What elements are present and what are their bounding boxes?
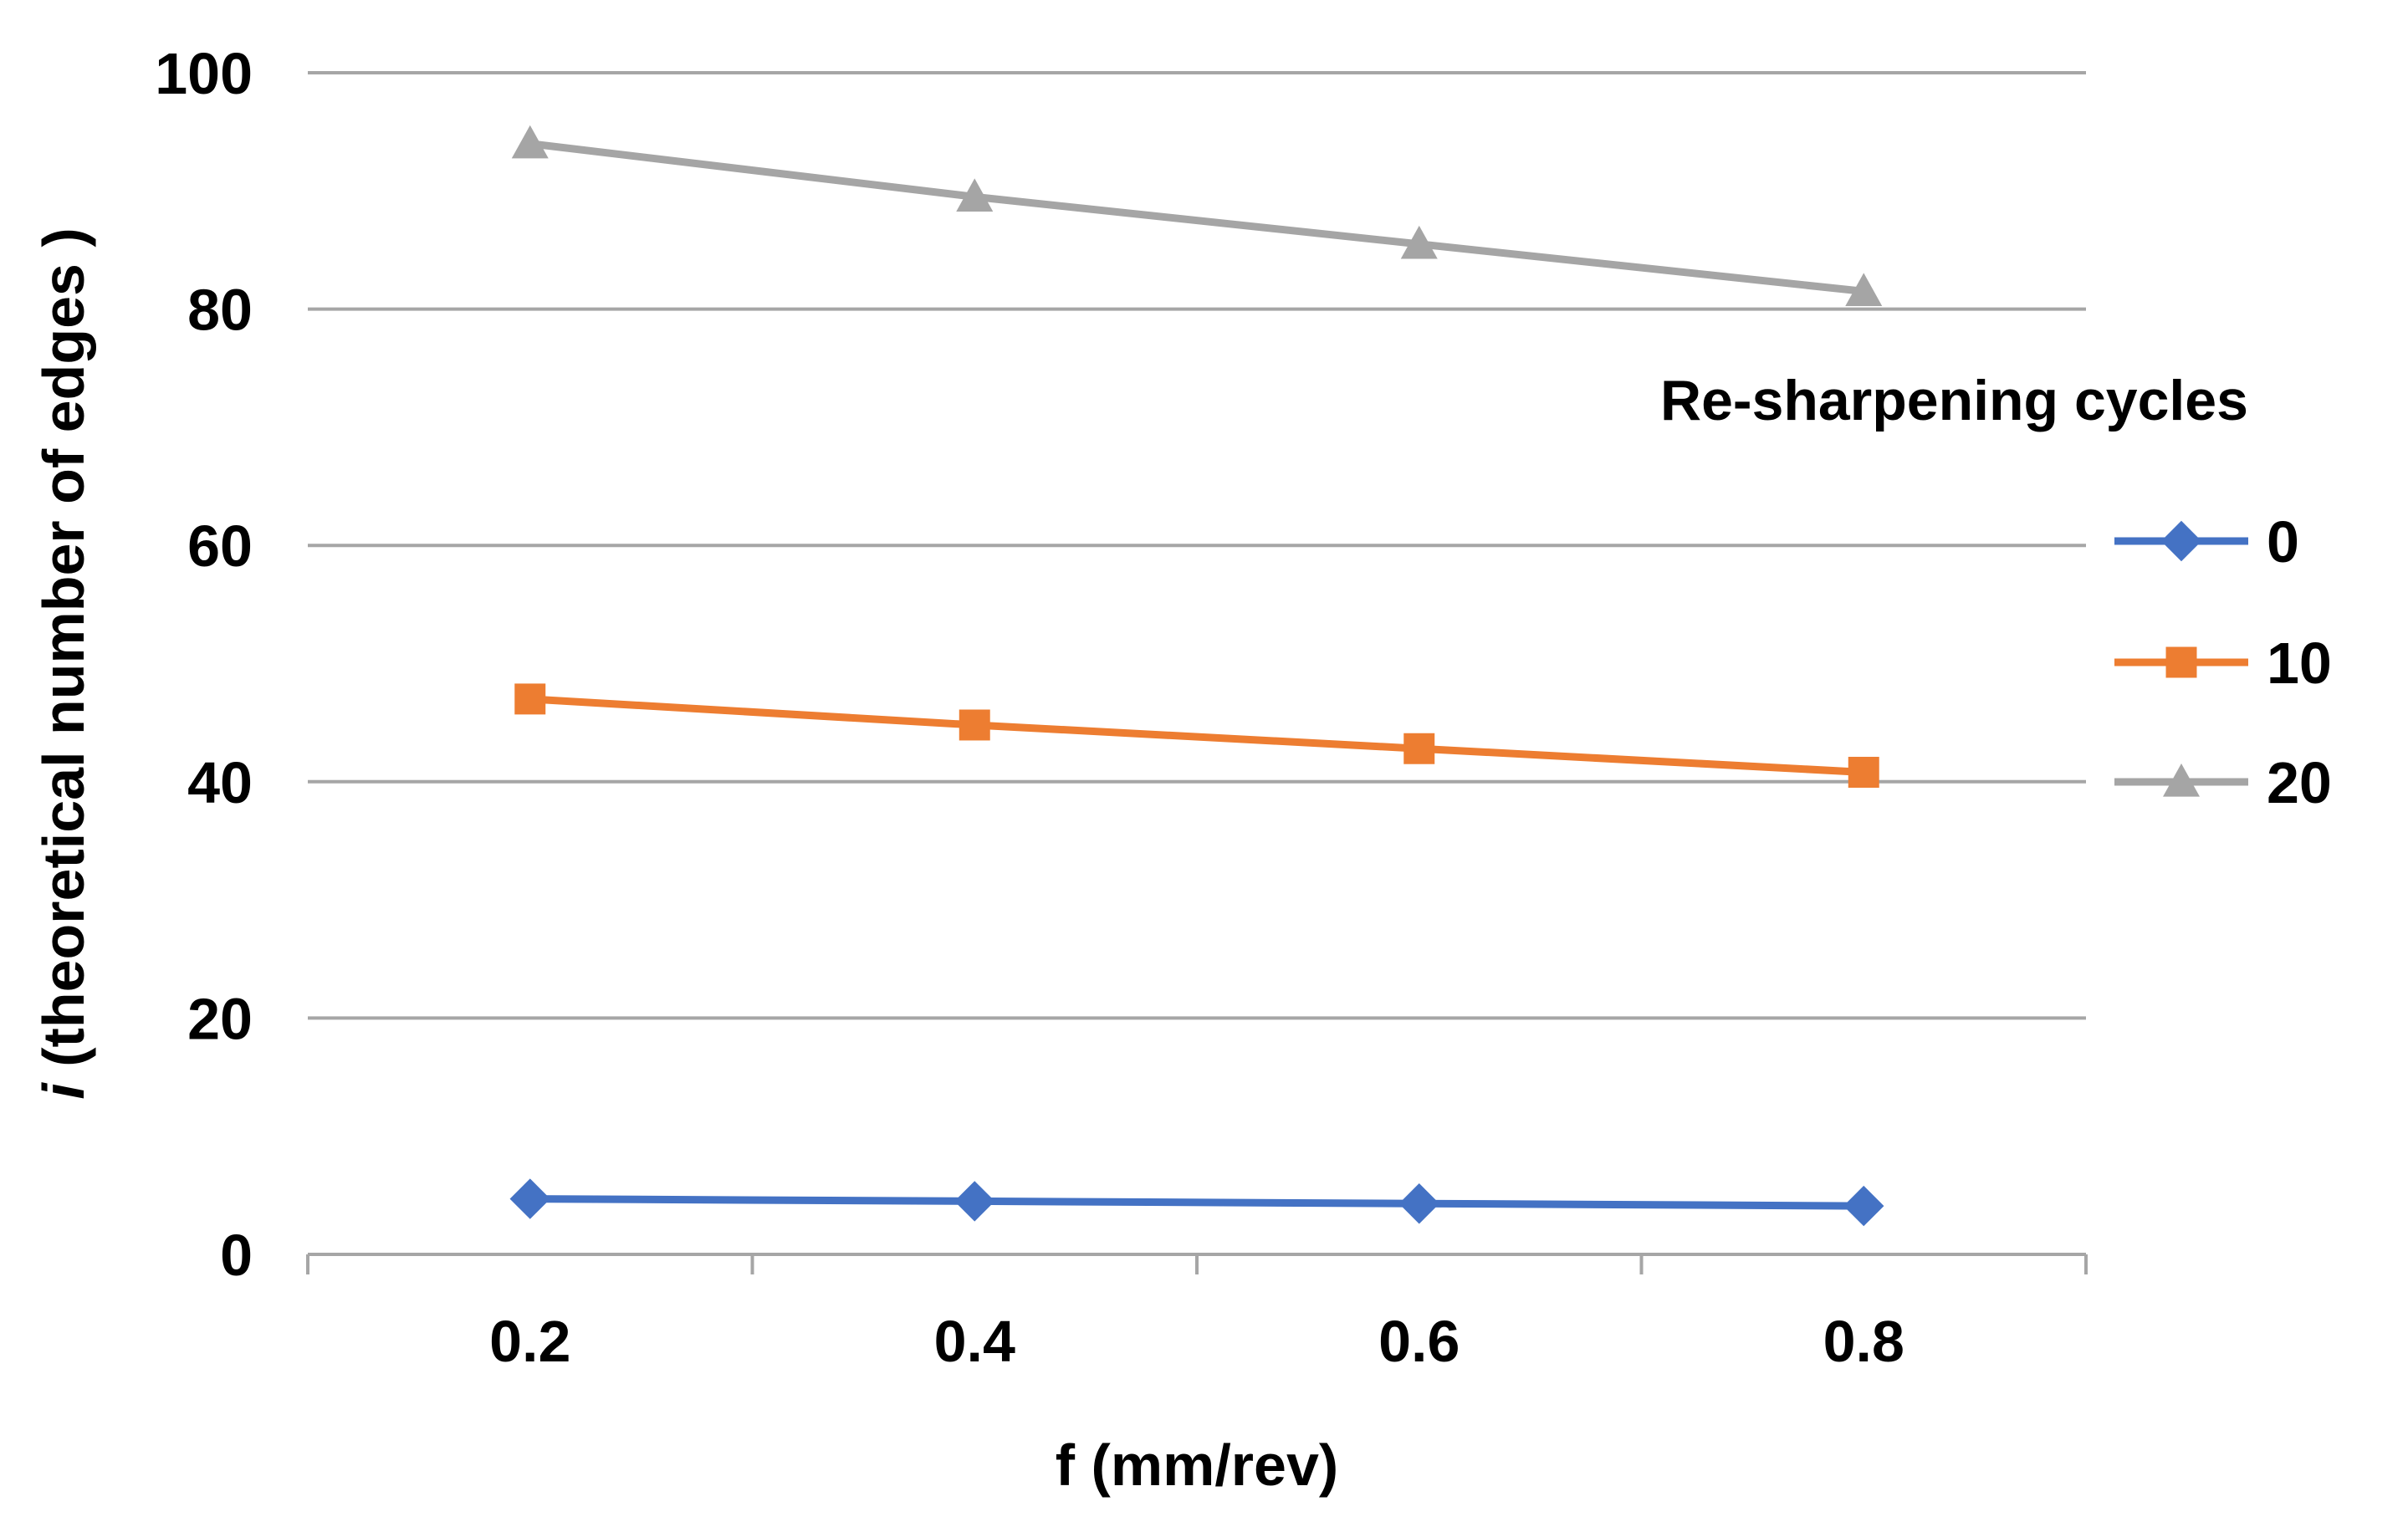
data-point-20-0.8 (1845, 273, 1883, 307)
legend-swatch-marker (2165, 646, 2197, 678)
data-point-10-0.6 (1403, 733, 1435, 764)
legend-label: 10 (2267, 631, 2332, 696)
data-point-20-0.4 (956, 178, 994, 212)
y-tick-label: 80 (187, 278, 253, 343)
legend-label: 20 (2267, 750, 2332, 815)
legend-item-0: 0 (2114, 509, 2299, 575)
data-point-0-0.6 (1398, 1183, 1439, 1224)
gridlines (308, 71, 2086, 1020)
series-line-20 (526, 140, 1868, 295)
y-axis-title-italic: i (31, 1082, 96, 1100)
y-tick-label: 40 (187, 750, 253, 815)
data-point-0-0.4 (954, 1181, 995, 1222)
y-axis-title: i (theoretical number of edges ) (31, 227, 96, 1099)
legend-item-20: 20 (2114, 750, 2332, 815)
data-point-0-0.2 (509, 1178, 550, 1219)
data-point-0-0.8 (1843, 1185, 1884, 1227)
axes (306, 1253, 2088, 1274)
y-tick-label: 0 (220, 1223, 253, 1288)
x-tick-labels: 0.2 0.4 0.6 0.8 (489, 1309, 1904, 1374)
y-tick-labels: 0 20 40 60 80 100 (155, 41, 253, 1288)
data-point-20-0.6 (1400, 225, 1438, 259)
legend-title: Re-sharpening cycles (1660, 369, 2248, 432)
data-point-10-0.8 (1848, 757, 1879, 788)
x-tick-label: 0.4 (934, 1309, 1015, 1374)
y-axis-title-rest: (theoretical number of edges ) (31, 227, 96, 1083)
series-lines (526, 140, 1868, 1210)
legend: 0 10 20 (2114, 509, 2332, 815)
x-tick-label: 0.6 (1378, 1309, 1460, 1374)
y-tick-label: 100 (155, 41, 253, 106)
series-line-10 (526, 695, 1868, 776)
legend-label: 0 (2267, 509, 2299, 575)
y-tick-label: 60 (187, 513, 253, 579)
series-markers (509, 125, 1884, 1227)
x-tick-label: 0.2 (489, 1309, 570, 1374)
data-point-10-0.4 (959, 709, 990, 741)
data-point-20-0.2 (511, 125, 549, 159)
y-tick-label: 20 (187, 986, 253, 1051)
series-line-0 (526, 1195, 1868, 1210)
legend-item-10: 10 (2114, 631, 2332, 696)
data-point-10-0.2 (514, 683, 546, 715)
x-tick-label: 0.8 (1823, 1309, 1904, 1374)
legend-swatch-marker (2163, 764, 2200, 797)
legend-swatch-marker (2160, 520, 2202, 562)
x-axis-title: f (mm/rev) (1056, 1433, 1338, 1498)
